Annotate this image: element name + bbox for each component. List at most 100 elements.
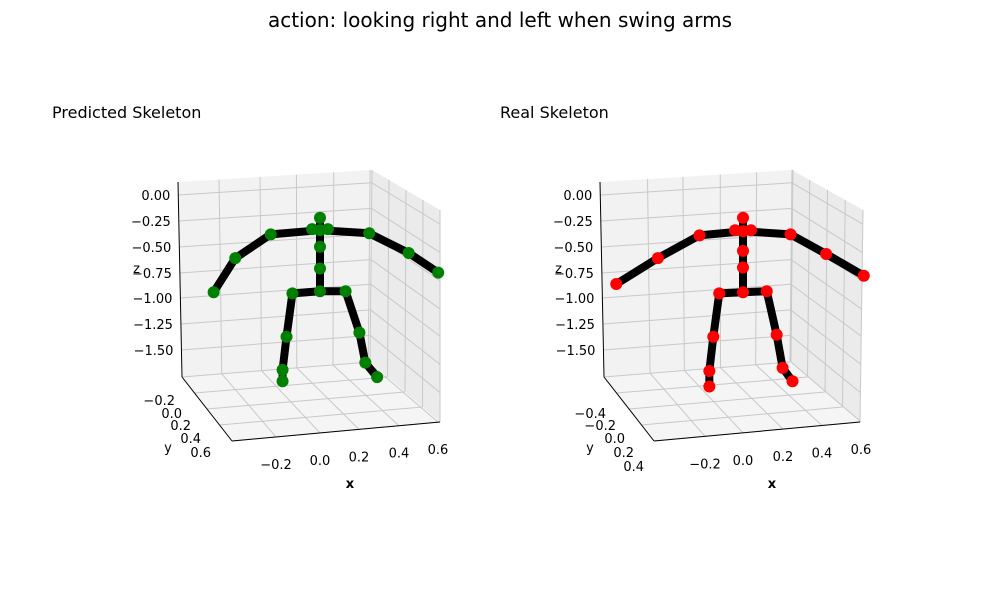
z-gridline [603, 334, 791, 351]
grid-group [178, 169, 441, 442]
y-gridline-side [807, 179, 811, 378]
joint-point [610, 278, 623, 291]
z-tick-label: −0.75 [554, 267, 594, 282]
y-gridline [206, 391, 406, 410]
z-gridline [600, 182, 792, 196]
z-tick-label: 0.00 [563, 189, 592, 204]
joint-point [737, 261, 749, 274]
x-tick-label: 0.0 [733, 454, 754, 469]
joint-point [264, 228, 277, 241]
joint-point [321, 223, 334, 236]
x-tick-label: 0.4 [812, 447, 833, 462]
joint-point [737, 244, 749, 257]
z-axis-label: z [133, 262, 140, 277]
y-tick-label: 0.6 [190, 446, 211, 461]
joint-point [776, 361, 789, 374]
back-wall [178, 170, 372, 377]
x-tick-label: 0.2 [349, 450, 370, 465]
bone [653, 231, 704, 263]
y-gridline-side [404, 189, 407, 393]
x-axis-line [231, 421, 441, 442]
y-axis-line [603, 376, 655, 442]
y-gridline-side [859, 209, 864, 423]
joint-point [651, 252, 664, 265]
grid-group [600, 169, 864, 442]
y-gridline-side [789, 169, 793, 363]
joint-point [276, 363, 289, 376]
joint-point [857, 269, 870, 282]
z-tick-label: −1.50 [134, 344, 174, 359]
z-gridline [179, 259, 372, 274]
joints-group [207, 211, 445, 388]
bone [282, 289, 297, 341]
predicted-skeleton-plot: 0.00−0.25−0.50−0.75−1.00−1.25−1.50−0.2 0.… [131, 169, 449, 492]
x-tick-label: 0.6 [851, 443, 872, 458]
joint-point [363, 227, 376, 240]
joint-point [744, 224, 757, 237]
z-tick-label: −1.25 [133, 318, 173, 333]
bone [762, 287, 781, 339]
bone [786, 230, 831, 258]
z-gridline [178, 207, 372, 222]
joint-point [760, 285, 773, 298]
z-tick-label: −1.00 [555, 292, 595, 307]
y-tick-label: 0.0 [161, 407, 182, 422]
joint-point [703, 364, 716, 377]
joint-point [707, 330, 720, 343]
panel-title: Predicted Skeleton [52, 103, 202, 122]
z-axis-line [599, 181, 605, 378]
joint-point [820, 247, 833, 260]
joint-point [432, 266, 445, 279]
bone [365, 229, 413, 257]
joint-point [207, 286, 220, 299]
joint-point [229, 252, 242, 265]
y-gridline [603, 361, 791, 378]
x-axis-label: x [768, 477, 777, 492]
joint-point [770, 328, 783, 341]
bone [231, 230, 275, 263]
z-gridline [181, 334, 371, 351]
z-tick-label: −1.50 [556, 344, 596, 359]
joint-point [402, 246, 415, 259]
z-tick-label: −0.50 [553, 241, 593, 256]
y-axis-line [181, 376, 233, 442]
z-tick-label: 0.00 [141, 189, 170, 204]
joint-point [737, 211, 749, 224]
joint-point [729, 224, 742, 237]
z-tick-label: −1.25 [555, 318, 595, 333]
joint-point [286, 287, 299, 300]
y-tick-label: 0.2 [170, 419, 191, 434]
y-gridline [194, 376, 388, 394]
joint-point [314, 262, 326, 275]
joints-group [610, 211, 870, 393]
joint-point [703, 380, 716, 393]
y-tick-label: −0.4 [574, 407, 606, 422]
y-axis-label: y [586, 441, 594, 456]
z-gridline [178, 182, 372, 196]
figure-title: action: looking right and left when swin… [267, 8, 733, 32]
y-gridline [219, 406, 423, 426]
x-gridline [259, 176, 263, 371]
y-tick-label: −0.2 [143, 394, 175, 409]
y-gridline-side [387, 179, 390, 378]
joint-point [314, 285, 326, 298]
joint-point [784, 228, 797, 241]
x-gridline-floor [790, 361, 862, 423]
joint-point [693, 229, 706, 242]
x-tick-label: 0.6 [428, 443, 449, 458]
y-tick-label: 0.4 [623, 460, 644, 475]
joint-point [359, 356, 372, 369]
z-axis-line [177, 181, 183, 378]
x-gridline [755, 172, 758, 365]
joint-point [339, 285, 352, 298]
y-gridline [628, 391, 826, 410]
y-gridline-side [842, 199, 846, 408]
z-tick-label: −0.75 [132, 267, 172, 282]
joint-point [737, 286, 749, 299]
x-axis-label: x [346, 477, 355, 492]
joint-point [371, 371, 384, 384]
y-tick-label: 0.4 [180, 432, 201, 447]
joint-point [314, 240, 326, 253]
x-gridline [790, 169, 794, 362]
y-tick-label: 0.0 [604, 432, 625, 447]
